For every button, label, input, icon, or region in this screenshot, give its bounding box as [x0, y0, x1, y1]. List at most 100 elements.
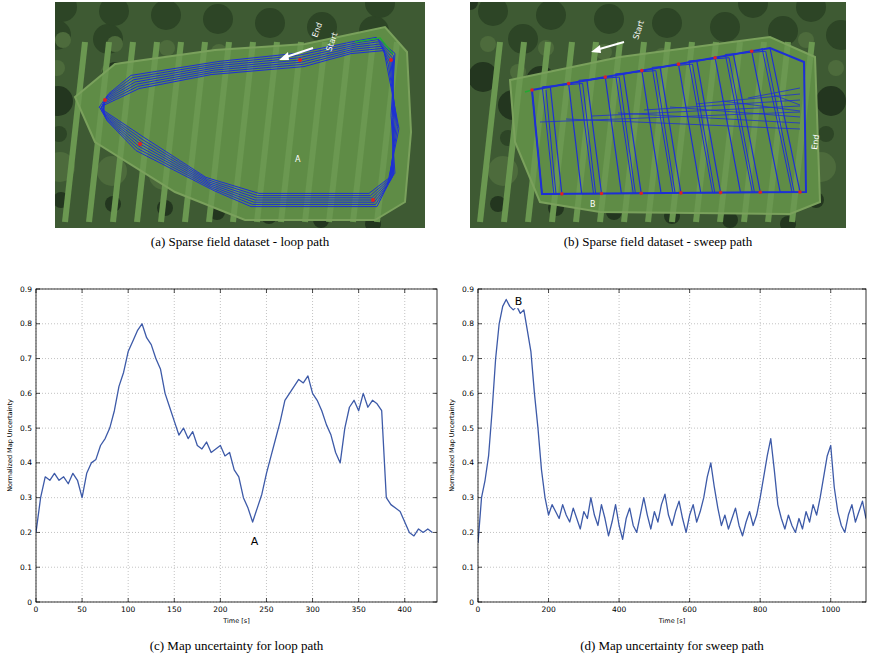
grid-line [266, 289, 267, 602]
tick [36, 428, 40, 429]
grid-line [36, 358, 437, 359]
tick [266, 598, 267, 602]
tick [760, 598, 761, 602]
tree [826, 20, 846, 50]
tick [478, 428, 482, 429]
tick-label: 100 [121, 605, 136, 614]
grid-line [478, 532, 866, 533]
robot-path [566, 119, 800, 129]
grid-line [36, 323, 437, 324]
tick [128, 289, 129, 293]
image-label: End [810, 134, 821, 150]
tick [220, 598, 221, 602]
tick [433, 532, 437, 533]
tick [266, 289, 267, 293]
waypoint [640, 69, 644, 73]
tick [689, 598, 690, 602]
waypoint [530, 88, 534, 92]
image-labels: EndStartA [279, 21, 340, 164]
waypoint [679, 191, 683, 195]
aerial-image [55, 2, 425, 228]
robot-path [104, 46, 397, 202]
axes-frame [36, 289, 437, 602]
tick [689, 289, 690, 293]
x-axis-title: Time [s] [222, 617, 249, 625]
annotation: A [251, 535, 259, 548]
waypoint [560, 192, 564, 196]
waypoint [600, 192, 604, 196]
waypoint [389, 58, 393, 62]
tick [478, 393, 482, 394]
tick-label: 0.7 [462, 354, 474, 363]
tick [830, 289, 831, 293]
tick [433, 393, 437, 394]
tick [404, 289, 405, 293]
gps-track [355, 38, 393, 54]
tick-label: 0 [469, 598, 474, 607]
robot-path [532, 48, 806, 194]
tick [862, 358, 866, 359]
grid-line [548, 289, 549, 602]
tree [55, 60, 65, 76]
robot-path [101, 51, 399, 207]
grid-line [36, 532, 437, 533]
tick-label: 0.9 [20, 285, 32, 294]
mow-stripe [281, 42, 301, 222]
tick [433, 323, 437, 324]
tick-label: 0 [476, 605, 481, 614]
tick [478, 567, 482, 568]
tick-label: 600 [682, 605, 697, 614]
robot-path [532, 48, 800, 194]
tree [365, 2, 395, 18]
tree [470, 2, 478, 10]
tick [862, 428, 866, 429]
tick-label: 0.4 [20, 458, 32, 467]
tick-label: 150 [167, 605, 182, 614]
caption: (b) Sparse field dataset - sweep path [564, 234, 753, 249]
waypoint [103, 98, 107, 102]
tree [536, 2, 566, 30]
caption: (d) Map uncertainty for sweep path [580, 638, 764, 653]
tick [619, 289, 620, 293]
y-axis-title: Normalized Map Uncertainty [448, 399, 456, 492]
image-label: End [310, 21, 324, 38]
waypoint [567, 82, 571, 86]
tick [312, 289, 313, 293]
data-group [478, 299, 866, 542]
aerial-image [470, 2, 846, 228]
grid-line [174, 289, 175, 602]
tick-label: 0.8 [20, 319, 32, 328]
tree [796, 2, 826, 22]
robot-path [696, 94, 800, 104]
tick [358, 598, 359, 602]
tree [55, 86, 73, 116]
tick [433, 428, 437, 429]
tick-label: 200 [213, 605, 228, 614]
grid-line [689, 289, 690, 602]
tick-label: 400 [398, 605, 413, 614]
tick [36, 497, 40, 498]
waypoint [677, 62, 681, 66]
robot-path [722, 101, 800, 111]
annotation: B [515, 295, 523, 308]
grid-line [760, 289, 761, 602]
image-labels: StartEndB [590, 19, 821, 209]
grid-line [36, 567, 437, 568]
tick-label: 50 [77, 605, 87, 614]
tick [478, 462, 482, 463]
tick [36, 567, 40, 568]
tick [36, 358, 40, 359]
tree [203, 4, 233, 34]
waypoint [750, 49, 754, 53]
tick-label: 0.8 [462, 319, 474, 328]
tick [478, 358, 482, 359]
image-label: A [295, 155, 301, 164]
tick [433, 462, 437, 463]
waypoint [798, 190, 802, 194]
robot-path [748, 88, 800, 98]
mow-stripe [353, 42, 373, 222]
tick-label: 200 [541, 605, 556, 614]
tick [404, 598, 405, 602]
data-group [36, 324, 432, 536]
tick [433, 567, 437, 568]
